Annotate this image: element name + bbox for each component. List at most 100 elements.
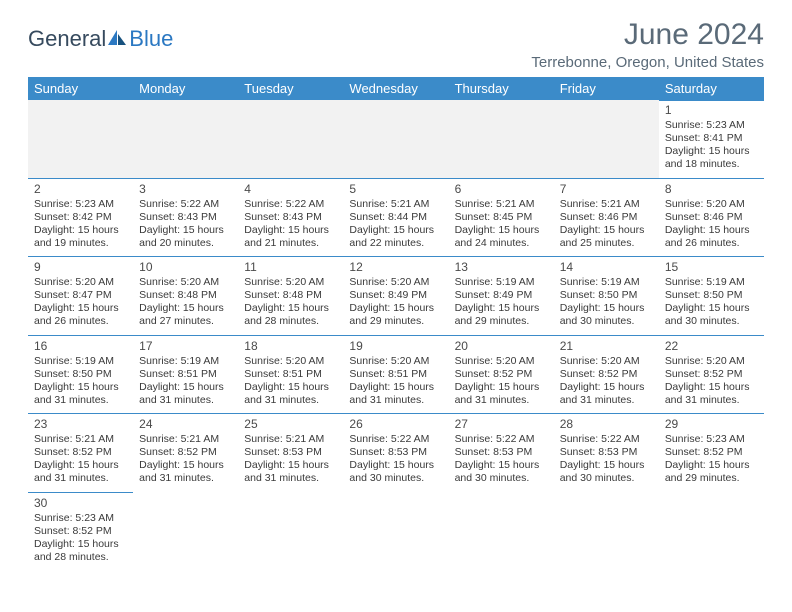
day-info: Sunrise: 5:21 AMSunset: 8:53 PMDaylight:… [244, 433, 337, 486]
calendar-day-cell: 23Sunrise: 5:21 AMSunset: 8:52 PMDayligh… [28, 414, 133, 493]
calendar-day-cell: 22Sunrise: 5:20 AMSunset: 8:52 PMDayligh… [659, 335, 764, 414]
logo: General Blue [28, 18, 173, 52]
day-number: 13 [455, 260, 548, 275]
day-number: 16 [34, 339, 127, 354]
calendar-week: 1Sunrise: 5:23 AMSunset: 8:41 PMDaylight… [28, 100, 764, 178]
calendar-day-cell: 6Sunrise: 5:21 AMSunset: 8:45 PMDaylight… [449, 178, 554, 257]
header: General Blue June 2024 Terrebonne, Orego… [28, 18, 764, 71]
calendar-week: 2Sunrise: 5:23 AMSunset: 8:42 PMDaylight… [28, 178, 764, 257]
day-info: Sunrise: 5:22 AMSunset: 8:53 PMDaylight:… [560, 433, 653, 486]
calendar-empty-cell [133, 100, 238, 178]
day-info: Sunrise: 5:19 AMSunset: 8:49 PMDaylight:… [455, 276, 548, 329]
calendar-week: 16Sunrise: 5:19 AMSunset: 8:50 PMDayligh… [28, 335, 764, 414]
day-info: Sunrise: 5:20 AMSunset: 8:47 PMDaylight:… [34, 276, 127, 329]
day-info: Sunrise: 5:22 AMSunset: 8:53 PMDaylight:… [455, 433, 548, 486]
calendar-day-cell: 24Sunrise: 5:21 AMSunset: 8:52 PMDayligh… [133, 414, 238, 493]
weekday-header: Wednesday [343, 77, 448, 100]
calendar-day-cell: 29Sunrise: 5:23 AMSunset: 8:52 PMDayligh… [659, 414, 764, 493]
day-number: 15 [665, 260, 758, 275]
calendar-day-cell: 10Sunrise: 5:20 AMSunset: 8:48 PMDayligh… [133, 257, 238, 336]
day-number: 22 [665, 339, 758, 354]
weekday-header: Sunday [28, 77, 133, 100]
day-info: Sunrise: 5:21 AMSunset: 8:46 PMDaylight:… [560, 198, 653, 251]
day-info: Sunrise: 5:23 AMSunset: 8:42 PMDaylight:… [34, 198, 127, 251]
calendar-day-cell: 9Sunrise: 5:20 AMSunset: 8:47 PMDaylight… [28, 257, 133, 336]
day-info: Sunrise: 5:23 AMSunset: 8:52 PMDaylight:… [34, 512, 127, 565]
day-number: 8 [665, 182, 758, 197]
weekday-header: Tuesday [238, 77, 343, 100]
day-info: Sunrise: 5:22 AMSunset: 8:53 PMDaylight:… [349, 433, 442, 486]
location: Terrebonne, Oregon, United States [531, 54, 764, 71]
day-info: Sunrise: 5:20 AMSunset: 8:52 PMDaylight:… [455, 355, 548, 408]
calendar-day-cell: 25Sunrise: 5:21 AMSunset: 8:53 PMDayligh… [238, 414, 343, 493]
day-info: Sunrise: 5:22 AMSunset: 8:43 PMDaylight:… [244, 198, 337, 251]
calendar-day-cell: 26Sunrise: 5:22 AMSunset: 8:53 PMDayligh… [343, 414, 448, 493]
calendar-day-cell: 13Sunrise: 5:19 AMSunset: 8:49 PMDayligh… [449, 257, 554, 336]
calendar-empty-cell [133, 492, 238, 570]
calendar-day-cell: 14Sunrise: 5:19 AMSunset: 8:50 PMDayligh… [554, 257, 659, 336]
day-number: 18 [244, 339, 337, 354]
day-number: 4 [244, 182, 337, 197]
calendar-day-cell: 21Sunrise: 5:20 AMSunset: 8:52 PMDayligh… [554, 335, 659, 414]
calendar-table: Sunday Monday Tuesday Wednesday Thursday… [28, 77, 764, 570]
day-number: 21 [560, 339, 653, 354]
calendar-week: 30Sunrise: 5:23 AMSunset: 8:52 PMDayligh… [28, 492, 764, 570]
calendar-empty-cell [449, 100, 554, 178]
calendar-empty-cell [343, 492, 448, 570]
day-number: 26 [349, 417, 442, 432]
day-info: Sunrise: 5:20 AMSunset: 8:46 PMDaylight:… [665, 198, 758, 251]
calendar-empty-cell [238, 100, 343, 178]
day-number: 25 [244, 417, 337, 432]
day-info: Sunrise: 5:22 AMSunset: 8:43 PMDaylight:… [139, 198, 232, 251]
day-number: 11 [244, 260, 337, 275]
day-info: Sunrise: 5:20 AMSunset: 8:48 PMDaylight:… [244, 276, 337, 329]
calendar-day-cell: 7Sunrise: 5:21 AMSunset: 8:46 PMDaylight… [554, 178, 659, 257]
day-number: 29 [665, 417, 758, 432]
title-block: June 2024 Terrebonne, Oregon, United Sta… [531, 18, 764, 71]
calendar-empty-cell [238, 492, 343, 570]
calendar-day-cell: 15Sunrise: 5:19 AMSunset: 8:50 PMDayligh… [659, 257, 764, 336]
logo-text-blue: Blue [129, 26, 173, 52]
day-info: Sunrise: 5:20 AMSunset: 8:52 PMDaylight:… [560, 355, 653, 408]
day-number: 2 [34, 182, 127, 197]
calendar-day-cell: 27Sunrise: 5:22 AMSunset: 8:53 PMDayligh… [449, 414, 554, 493]
calendar-empty-cell [554, 100, 659, 178]
calendar-day-cell: 2Sunrise: 5:23 AMSunset: 8:42 PMDaylight… [28, 178, 133, 257]
calendar-day-cell: 5Sunrise: 5:21 AMSunset: 8:44 PMDaylight… [343, 178, 448, 257]
calendar-day-cell: 19Sunrise: 5:20 AMSunset: 8:51 PMDayligh… [343, 335, 448, 414]
day-info: Sunrise: 5:20 AMSunset: 8:51 PMDaylight:… [244, 355, 337, 408]
day-info: Sunrise: 5:20 AMSunset: 8:52 PMDaylight:… [665, 355, 758, 408]
day-number: 12 [349, 260, 442, 275]
calendar-empty-cell [554, 492, 659, 570]
day-number: 10 [139, 260, 232, 275]
day-info: Sunrise: 5:21 AMSunset: 8:44 PMDaylight:… [349, 198, 442, 251]
day-info: Sunrise: 5:20 AMSunset: 8:48 PMDaylight:… [139, 276, 232, 329]
calendar-day-cell: 28Sunrise: 5:22 AMSunset: 8:53 PMDayligh… [554, 414, 659, 493]
day-number: 3 [139, 182, 232, 197]
weekday-header: Friday [554, 77, 659, 100]
day-number: 23 [34, 417, 127, 432]
day-info: Sunrise: 5:21 AMSunset: 8:52 PMDaylight:… [139, 433, 232, 486]
calendar-day-cell: 17Sunrise: 5:19 AMSunset: 8:51 PMDayligh… [133, 335, 238, 414]
calendar-day-cell: 3Sunrise: 5:22 AMSunset: 8:43 PMDaylight… [133, 178, 238, 257]
day-number: 20 [455, 339, 548, 354]
day-info: Sunrise: 5:23 AMSunset: 8:52 PMDaylight:… [665, 433, 758, 486]
day-number: 9 [34, 260, 127, 275]
day-number: 24 [139, 417, 232, 432]
calendar-day-cell: 18Sunrise: 5:20 AMSunset: 8:51 PMDayligh… [238, 335, 343, 414]
calendar-empty-cell [449, 492, 554, 570]
weekday-header: Saturday [659, 77, 764, 100]
calendar-empty-cell [659, 492, 764, 570]
day-number: 1 [665, 103, 758, 118]
calendar-day-cell: 20Sunrise: 5:20 AMSunset: 8:52 PMDayligh… [449, 335, 554, 414]
day-number: 19 [349, 339, 442, 354]
day-number: 30 [34, 496, 127, 511]
day-number: 14 [560, 260, 653, 275]
day-info: Sunrise: 5:21 AMSunset: 8:45 PMDaylight:… [455, 198, 548, 251]
logo-sail-icon [108, 26, 128, 52]
calendar-day-cell: 1Sunrise: 5:23 AMSunset: 8:41 PMDaylight… [659, 100, 764, 178]
day-info: Sunrise: 5:23 AMSunset: 8:41 PMDaylight:… [665, 119, 758, 172]
calendar-day-cell: 16Sunrise: 5:19 AMSunset: 8:50 PMDayligh… [28, 335, 133, 414]
calendar-day-cell: 8Sunrise: 5:20 AMSunset: 8:46 PMDaylight… [659, 178, 764, 257]
calendar-day-cell: 4Sunrise: 5:22 AMSunset: 8:43 PMDaylight… [238, 178, 343, 257]
